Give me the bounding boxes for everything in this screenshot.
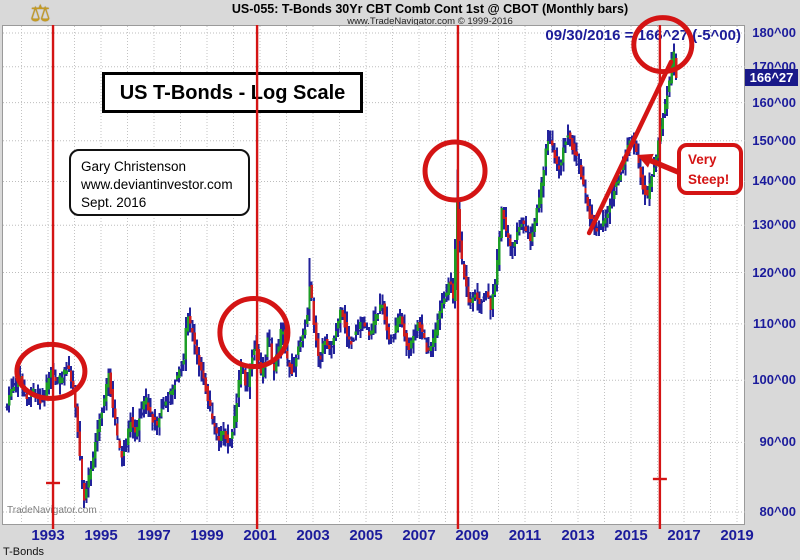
chart-subtitle: www.TradeNavigator.com © 1999-2016	[347, 16, 513, 27]
x-axis-label: 1993	[31, 527, 65, 544]
y-axis-label: 140^00	[752, 173, 796, 189]
last-price-tag: 166^27	[745, 68, 798, 86]
very-steep-line-1: Very	[688, 152, 717, 167]
x-axis-label: 1995	[84, 527, 118, 544]
x-axis-label: 2007	[402, 527, 436, 544]
y-axis-label: 180^00	[752, 25, 796, 40]
x-axis-label: 2009	[455, 527, 489, 544]
x-axis-label: 2005	[349, 527, 383, 544]
very-steep-line-2: Steep!	[688, 171, 730, 187]
very-steep-callout: Very Steep!	[677, 143, 743, 195]
x-axis-label: 1997	[137, 527, 171, 544]
credit-author: Gary Christenson	[81, 159, 187, 174]
trade-navigator-logo-icon: ⚖	[30, 0, 51, 26]
log-scale-title-text: US T-Bonds - Log Scale	[119, 82, 346, 104]
price-axis: 180^00 170^00 160^00 150^00 140^00 130^00 120^…	[745, 25, 800, 524]
y-axis-label: 150^00	[752, 132, 796, 148]
x-axis-label: 2001	[243, 527, 277, 544]
x-axis-label: 2017	[667, 527, 701, 544]
y-axis-label: 90^00	[759, 434, 796, 450]
log-scale-title-box: US T-Bonds - Log Scale	[102, 72, 363, 113]
y-axis-label: 160^00	[752, 94, 796, 110]
series-label: T-Bonds	[3, 546, 44, 558]
y-axis-label: 80^00	[759, 504, 796, 519]
chart-header: ⚖ US-055: T-Bonds 30Yr CBT Comb Cont 1st…	[0, 0, 800, 27]
chart-title: US-055: T-Bonds 30Yr CBT Comb Cont 1st @…	[231, 2, 629, 16]
time-axis: 1993 1995 1997 1999 2001 2003 2005 2007 2009 2011…	[0, 527, 800, 549]
x-axis-label: 2011	[508, 527, 542, 544]
x-axis-label: 2003	[296, 527, 330, 544]
credit-website: www.deviantinvestor.com	[81, 176, 233, 192]
x-axis-label: 2013	[561, 527, 595, 544]
y-axis-label: 120^00	[752, 264, 796, 280]
credit-date: Sept. 2016	[81, 194, 147, 210]
x-axis-label: 1999	[190, 527, 224, 544]
y-axis-label: 100^00	[752, 372, 796, 388]
x-axis-label: 2019	[720, 527, 754, 544]
y-axis-label: 110^00	[752, 315, 796, 331]
y-axis-label: 130^00	[752, 217, 796, 233]
x-axis-label: 2015	[614, 527, 648, 544]
credit-box: Gary Christenson www.deviantinvestor.com…	[69, 149, 250, 216]
